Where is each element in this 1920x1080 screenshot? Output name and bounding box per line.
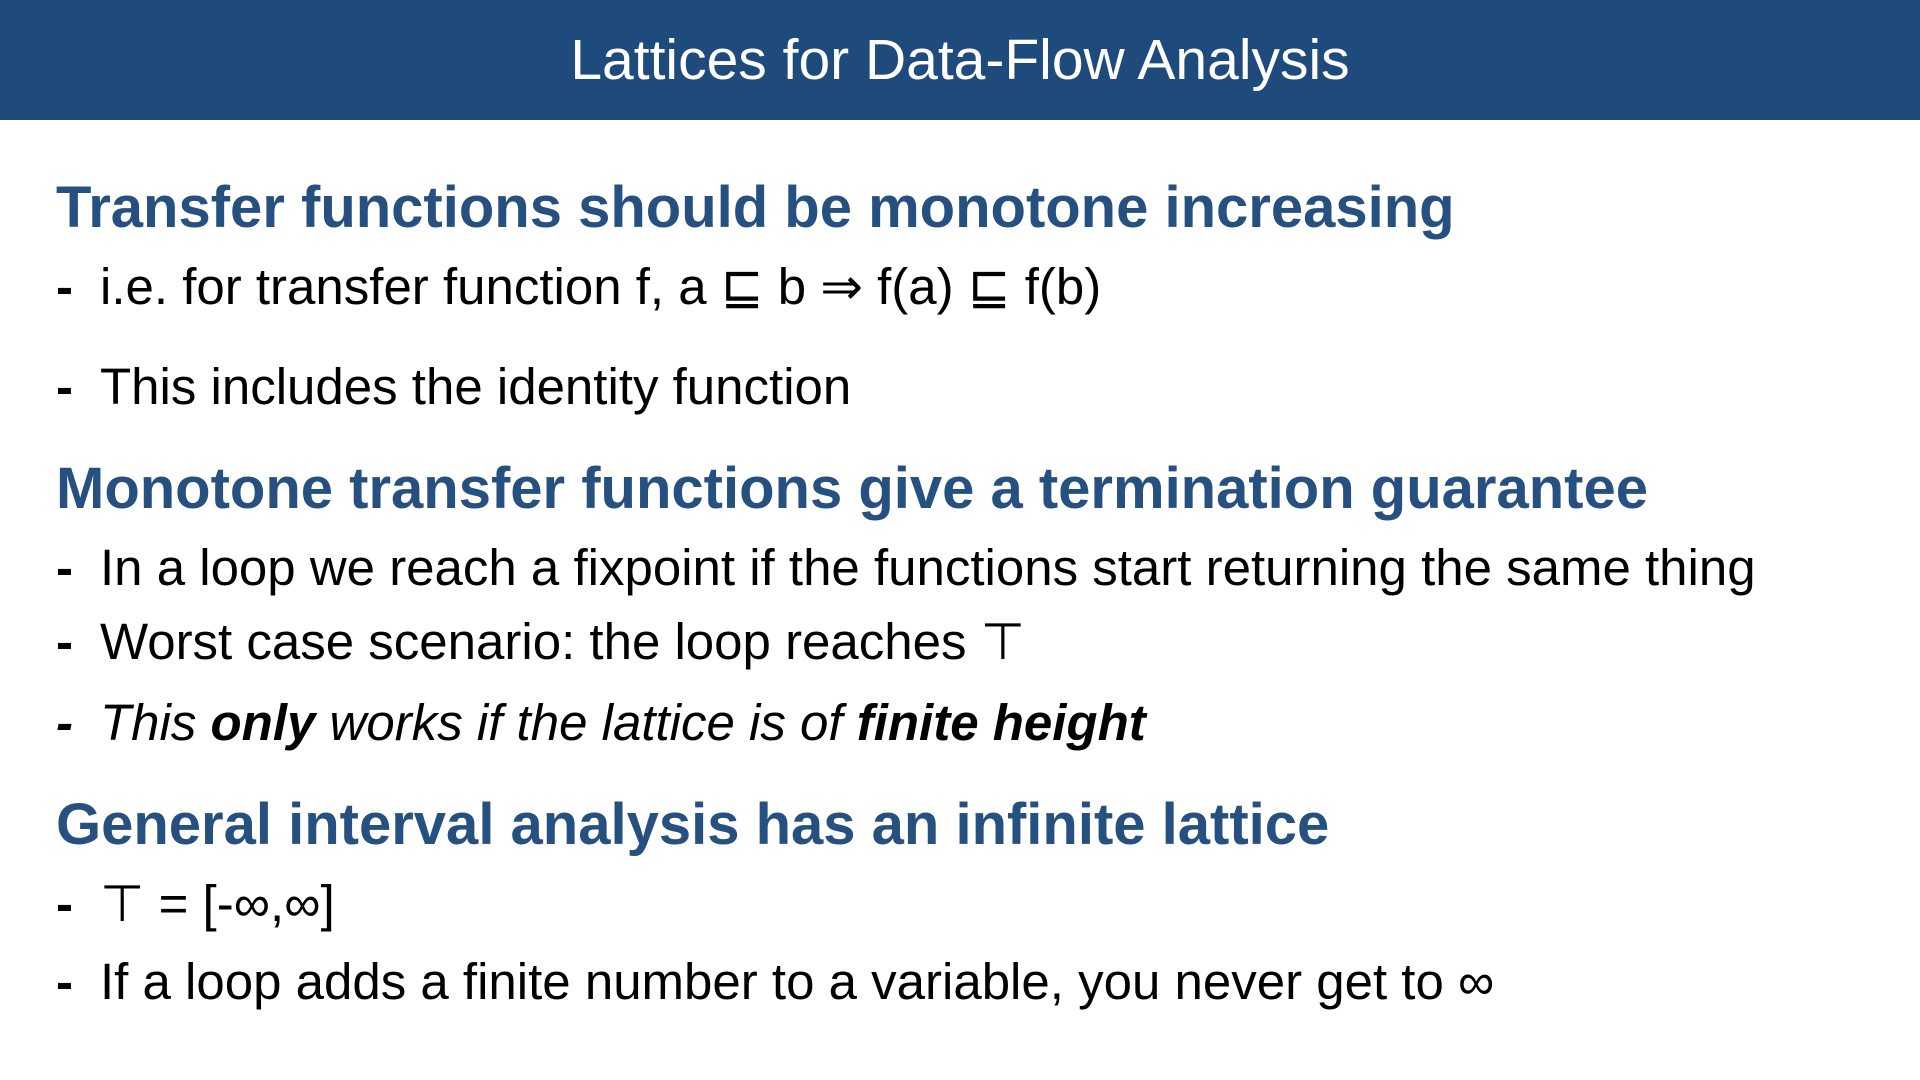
bullet-item: - i.e. for transfer function f, a ⊑ b ⇒ … [56,258,1101,317]
bullet-marker: - [56,613,73,670]
bullet-marker: - [56,694,73,751]
emphasis-text-part: This [100,694,211,751]
bullet-item: - Worst case scenario: the loop reaches … [56,613,1025,672]
bullet-marker: - [56,875,73,932]
section-heading-interval: General interval analysis has an infinit… [56,792,1330,857]
section-heading-termination: Monotone transfer functions give a termi… [56,456,1648,521]
emphasis-bold-only: only [210,694,316,751]
bullet-item-emphasis: - This only works if the lattice is of f… [56,694,1146,753]
bullet-item: - ⊤ = [-∞,∞] [56,875,335,934]
slide-title: Lattices for Data-Flow Analysis [570,28,1350,92]
bullet-text: This includes the identity function [100,358,852,415]
bullet-marker: - [56,358,73,415]
bullet-text: In a loop we reach a fixpoint if the fun… [100,539,1756,596]
bullet-item: - This includes the identity function [56,358,851,417]
bullet-marker: - [56,953,73,1010]
emphasis-text-part: works if the lattice is of [315,694,857,751]
bullet-marker: - [56,539,73,596]
bullet-text: ⊤ = [-∞,∞] [100,875,335,932]
emphasis-bold-finite-height: finite height [856,694,1146,751]
bullet-marker: - [56,258,73,315]
bullet-text: This only works if the lattice is of fin… [100,694,1146,753]
bullet-text: Worst case scenario: the loop reaches ⊤ [100,613,1026,670]
title-bar: Lattices for Data-Flow Analysis [0,0,1920,120]
section-heading-monotone: Transfer functions should be monotone in… [56,175,1455,240]
bullet-item: - If a loop adds a finite number to a va… [56,953,1494,1012]
bullet-item: - In a loop we reach a fixpoint if the f… [56,539,1756,598]
bullet-text: i.e. for transfer function f, a ⊑ b ⇒ f(… [100,258,1102,315]
bullet-text: If a loop adds a finite number to a vari… [100,953,1495,1010]
